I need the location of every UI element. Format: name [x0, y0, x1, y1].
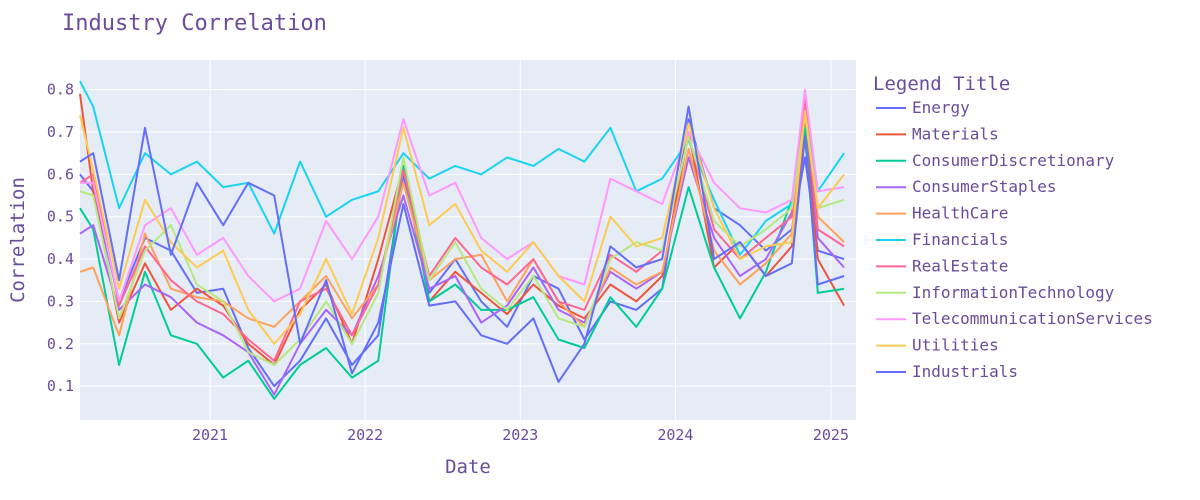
x-tick-label: 2023 — [502, 426, 538, 444]
y-axis-title: Correlation — [7, 177, 29, 303]
legend-item-energy[interactable]: Energy — [912, 98, 970, 117]
legend-item-consumerdiscretionary[interactable]: ConsumerDiscretionary — [912, 151, 1115, 170]
legend-item-consumerstaples[interactable]: ConsumerStaples — [912, 177, 1057, 196]
y-tick-label: 0.2 — [47, 335, 74, 353]
legend: Legend Title Energy Materials ConsumerDisc… — [873, 73, 1153, 381]
x-tick-label: 2024 — [657, 426, 693, 444]
series-line-utilities — [79, 109, 845, 345]
legend-item-materials[interactable]: Materials — [912, 124, 999, 143]
legend-items: Energy Materials ConsumerDiscretionary Cons… — [876, 98, 1153, 381]
x-tick-label: 2025 — [813, 426, 849, 444]
legend-item-financials[interactable]: Financials — [912, 230, 1008, 249]
x-tick-label: 2022 — [347, 426, 383, 444]
series-line-industrials — [79, 105, 845, 383]
legend-item-industrials[interactable]: Industrials — [912, 362, 1018, 381]
legend-item-informationtechnology[interactable]: InformationTechnology — [912, 283, 1115, 302]
axis-ticks: 0.1 0.2 0.3 0.4 0.5 0.6 0.7 0.8 2021 2022 2023 2024… — [47, 81, 849, 444]
x-tick-label: 2021 — [192, 426, 228, 444]
series-line-telecommunicationservices — [80, 88, 845, 303]
legend-item-utilities[interactable]: Utilities — [912, 336, 999, 355]
chart-title: Industry Correlation — [62, 11, 327, 36]
plot-background — [80, 60, 856, 420]
y-tick-label: 0.4 — [47, 250, 74, 268]
series-lines — [79, 80, 845, 400]
series-line-informationtechnology — [79, 114, 845, 366]
y-tick-label: 0.5 — [47, 208, 74, 226]
y-tick-label: 0.1 — [47, 377, 74, 395]
x-axis-title: Date — [445, 456, 491, 478]
legend-item-telecommunicationservices[interactable]: TelecommunicationServices — [912, 309, 1153, 328]
series-line-healthcare — [79, 109, 845, 337]
series-line-realestate — [79, 97, 845, 362]
legend-item-realestate[interactable]: RealEstate — [912, 256, 1008, 275]
legend-item-healthcare[interactable]: HealthCare — [912, 204, 1008, 223]
y-tick-label: 0.3 — [47, 292, 74, 310]
legend-title: Legend Title — [873, 73, 1010, 95]
y-tick-label: 0.8 — [47, 81, 74, 99]
y-tick-label: 0.7 — [47, 123, 74, 141]
series-line-consumerstaples — [79, 105, 845, 396]
series-line-consumerdiscretionary — [79, 126, 845, 400]
y-tick-label: 0.6 — [47, 165, 74, 183]
